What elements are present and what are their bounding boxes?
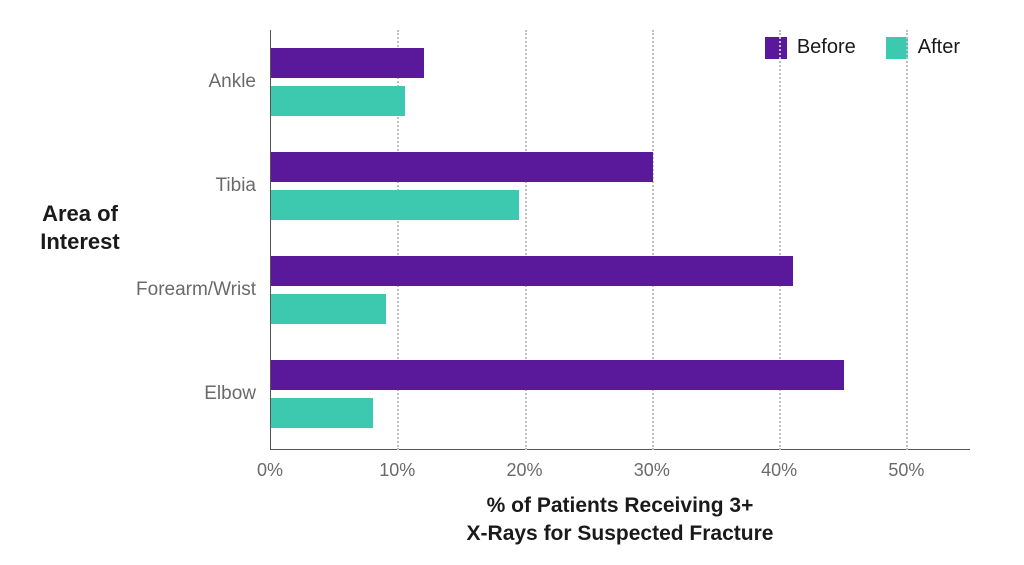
x-axis-title-line1: % of Patients Receiving 3+ <box>487 494 754 517</box>
category-label: Tibia <box>216 175 270 197</box>
y-axis-title-line1: Area of <box>42 201 118 226</box>
plot-inner: Before After 0%10%20%30%40%50%AnkleTibia… <box>270 30 970 450</box>
category-label: Elbow <box>204 383 270 405</box>
category-label: Forearm/Wrist <box>136 279 270 301</box>
x-tick-label: 0% <box>257 460 283 481</box>
legend-swatch-before <box>765 37 787 59</box>
bar-before <box>271 360 844 390</box>
category-label: Ankle <box>208 71 270 93</box>
grid-line <box>906 30 908 450</box>
chart-container: Area of Interest Before After 0%10%20%30… <box>0 0 1024 565</box>
y-axis-title: Area of Interest <box>20 200 140 255</box>
bar-after <box>271 294 386 324</box>
bar-after <box>271 190 519 220</box>
legend-label-before: Before <box>797 36 856 59</box>
x-tick-label: 30% <box>634 460 670 481</box>
x-axis-line <box>270 449 970 450</box>
legend-item-after: After <box>886 36 960 59</box>
bar-before <box>271 256 793 286</box>
legend-label-after: After <box>918 36 960 59</box>
x-tick-label: 10% <box>379 460 415 481</box>
x-axis-title: % of Patients Receiving 3+ X-Rays for Su… <box>270 492 970 547</box>
bar-before <box>271 48 424 78</box>
y-axis-title-line2: Interest <box>40 229 119 254</box>
x-tick-label: 20% <box>507 460 543 481</box>
x-tick-label: 40% <box>761 460 797 481</box>
plot-area: Before After 0%10%20%30%40%50%AnkleTibia… <box>270 30 970 450</box>
bar-after <box>271 86 405 116</box>
legend-swatch-after <box>886 37 908 59</box>
legend: Before After <box>765 36 960 59</box>
x-tick-label: 50% <box>888 460 924 481</box>
x-axis-title-line2: X-Rays for Suspected Fracture <box>467 522 774 545</box>
bar-before <box>271 152 653 182</box>
bar-after <box>271 398 373 428</box>
